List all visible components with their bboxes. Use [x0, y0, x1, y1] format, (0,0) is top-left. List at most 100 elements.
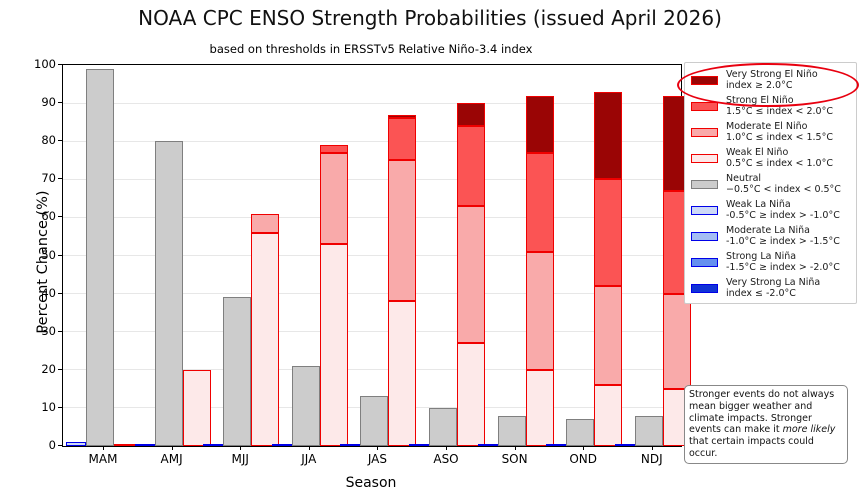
la-nina-bar-JAS [340, 444, 361, 446]
gridline-30 [63, 331, 681, 333]
el-nino-bar-JJA [319, 145, 348, 446]
legend-swatch-moderate-el-ni-o [691, 127, 718, 137]
y-tick-mark-70 [58, 178, 62, 180]
x-tick-label-JJA: JJA [301, 452, 317, 466]
gridline-90 [63, 102, 681, 104]
x-tick-mark-MAM [103, 446, 104, 450]
la-nina-bar-SON [477, 444, 498, 446]
neutral-bar-ASO [429, 407, 457, 446]
bar-segment-moderate-el-ni-o-ASO [457, 205, 485, 344]
chart-subtitle: based on thresholds in ERSSTv5 Relative … [209, 42, 533, 56]
el-nino-bar-MJJ [251, 213, 280, 446]
legend-label-weak-el-ni-o: Weak El Niño 0.5°C ≤ index < 1.0°C [726, 146, 833, 170]
x-tick-mark-MJJ [240, 446, 242, 450]
la-nina-bar-OND [546, 444, 567, 446]
la-nina-bar-MAM [66, 442, 86, 446]
legend-swatch-very-strong-el-ni-o [691, 75, 718, 85]
bar-segment-moderate-el-ni-o-OND [594, 286, 623, 386]
bar-segment-moderate-el-ni-o-NDJ [662, 293, 691, 389]
x-tick-label-ASO: ASO [433, 452, 459, 466]
legend-label-moderate-el-ni-o: Moderate El Niño 1.0°C ≤ index < 1.5°C [726, 120, 833, 144]
x-tick-mark-SON [514, 446, 516, 450]
bar-segment-strong-el-ni-o-JJA [319, 145, 348, 153]
x-axis-label: Season [345, 475, 397, 491]
bar-segment-moderate-el-ni-o-JAS [388, 160, 417, 302]
legend-swatch-weak-la-ni-a [691, 205, 718, 215]
bar-segment-weak-el-ni-o-AMJ [182, 369, 211, 446]
y-tick-label-80: 80 [41, 133, 56, 148]
plot-area [62, 64, 691, 447]
bar-segment-weak-el-ni-o-MJJ [251, 232, 280, 446]
bar-segment-neutral-MAM [86, 68, 114, 446]
bar-segment-neutral-JJA [291, 366, 320, 446]
y-tick-mark-40 [58, 292, 62, 294]
legend-swatch-weak-el-ni-o [691, 153, 718, 163]
la-nina-bar-ASO [409, 444, 429, 446]
y-tick-mark-10 [58, 406, 62, 408]
bar-segment-moderate-el-ni-o-MJJ [251, 213, 280, 233]
la-nina-bar-JJA [271, 444, 292, 446]
bar-segment-strong-el-ni-o-OND [594, 179, 623, 286]
bar-segment-weak-la-ni-a-MAM [66, 442, 86, 446]
legend-swatch-neutral [691, 179, 718, 189]
bar-segment-neutral-MJJ [223, 297, 252, 446]
x-tick-label-MAM: MAM [88, 452, 118, 466]
gridline-20 [63, 369, 681, 371]
neutral-bar-SON [497, 415, 526, 446]
x-tick-mark-JAS [377, 446, 379, 450]
la-nina-bar-NDJ [614, 444, 635, 446]
bar-segment-neutral-SON [497, 415, 526, 446]
legend-item-strong-el-ni-o: Strong El Niño 1.5°C ≤ index < 2.0°C [691, 93, 856, 119]
legend-label-very-strong-la-ni-a: Very Strong La Niña index ≤ -2.0°C [726, 276, 821, 300]
bar-segment-very-strong-el-ni-o-OND [594, 91, 623, 180]
legend-item-strong-la-ni-a: Strong La Niña -1.5°C ≥ index > -2.0°C [691, 249, 856, 275]
y-tick-mark-60 [58, 216, 62, 218]
x-tick-mark-AMJ [171, 446, 173, 450]
y-tick-label-100: 100 [34, 57, 56, 71]
la-nina-bar-MJJ [203, 444, 224, 446]
bar-segment-very-strong-el-ni-o-JAS [388, 114, 417, 119]
bar-segment-strong-el-ni-o-SON [525, 152, 554, 252]
y-tick-mark-30 [58, 330, 62, 332]
legend-label-very-strong-el-ni-o: Very Strong El Niño index ≥ 2.0°C [726, 68, 818, 92]
y-tick-mark-0 [58, 445, 62, 446]
el-nino-bar-OND [594, 91, 623, 446]
x-tick-label-NDJ: NDJ [640, 452, 663, 466]
el-nino-bar-MAM [114, 444, 142, 446]
legend-swatch-strong-el-ni-o [691, 101, 718, 111]
legend-item-neutral: Neutral −0.5°C < index < 0.5°C [691, 171, 856, 197]
x-tick-mark-ASO [446, 446, 447, 450]
gridline-50 [63, 255, 681, 256]
el-nino-bar-JAS [388, 114, 417, 446]
gridline-80 [63, 140, 681, 142]
la-nina-bar-AMJ [134, 444, 155, 446]
legend-label-neutral: Neutral −0.5°C < index < 0.5°C [726, 172, 841, 196]
y-tick-label-30: 30 [41, 323, 56, 338]
y-tick-mark-100 [58, 64, 62, 65]
bar-segment-strong-el-ni-o-ASO [457, 125, 485, 206]
bar-segment-very-strong-el-ni-o-ASO [457, 103, 485, 126]
y-tick-label-70: 70 [41, 171, 56, 186]
bar-segment-weak-el-ni-o-JAS [388, 301, 417, 446]
neutral-bar-MJJ [223, 297, 252, 446]
legend-item-very-strong-el-ni-o: Very Strong El Niño index ≥ 2.0°C [691, 67, 856, 93]
legend-item-weak-la-ni-a: Weak La Niña -0.5°C ≥ index > -1.0°C [691, 197, 856, 223]
legend-item-moderate-el-ni-o: Moderate El Niño 1.0°C ≤ index < 1.5°C [691, 119, 856, 145]
bar-segment-moderate-el-ni-o-JJA [319, 152, 348, 245]
bar-segment-very-strong-el-ni-o-SON [525, 95, 554, 153]
legend-box: Very Strong El Niño index ≥ 2.0°C Strong E… [684, 62, 857, 304]
legend-swatch-moderate-la-ni-a [691, 231, 718, 241]
x-tick-mark-JJA [308, 446, 310, 450]
x-tick-mark-NDJ [651, 446, 653, 450]
x-tick-label-AMJ: AMJ [160, 452, 183, 466]
y-tick-label-20: 20 [41, 361, 56, 376]
bar-segment-neutral-NDJ [634, 415, 663, 446]
bar-segment-neutral-AMJ [154, 141, 183, 446]
y-tick-mark-80 [58, 140, 62, 142]
y-tick-label-90: 90 [41, 95, 56, 110]
bar-segment-moderate-el-ni-o-SON [525, 251, 554, 370]
neutral-bar-OND [566, 419, 595, 446]
legend-swatch-strong-la-ni-a [691, 257, 718, 267]
bar-segment-neutral-OND [566, 419, 595, 446]
